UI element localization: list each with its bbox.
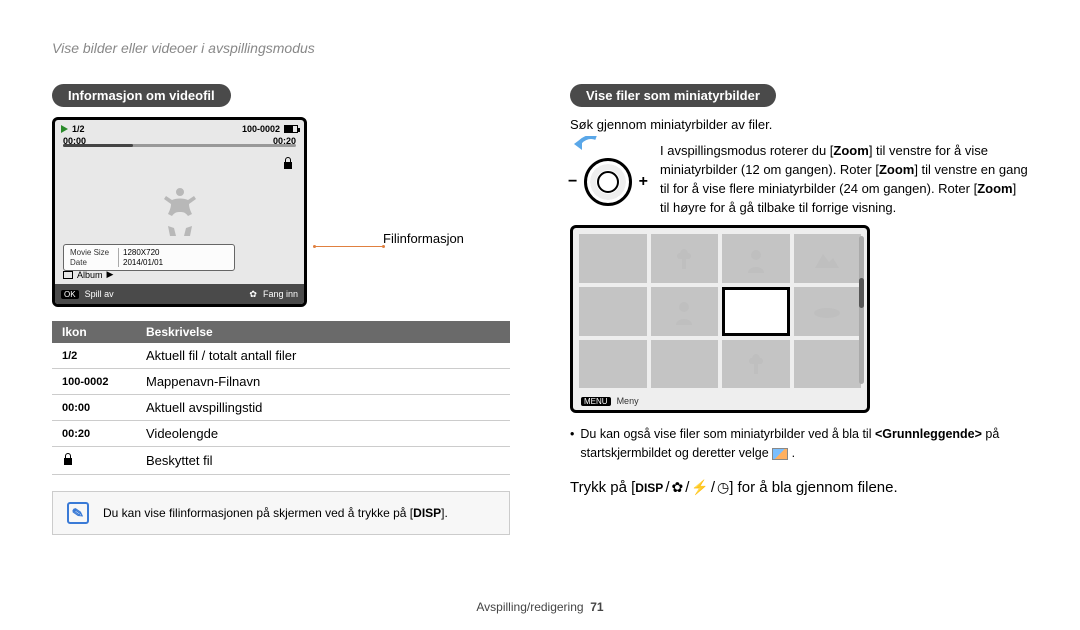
bullet-note: Du kan også vise filer som miniatyrbilde… (570, 425, 1028, 463)
table-header-desc: Beskrivelse (136, 321, 510, 343)
lock-icon (52, 447, 136, 475)
zoom-instructions: I avspillingsmodus roterer du [Zoom] til… (660, 142, 1028, 217)
thumbnail (579, 340, 647, 389)
thumbnail (651, 287, 719, 336)
thumbnail (722, 234, 790, 283)
file-counter: 1/2 (72, 124, 85, 134)
thumbnail (651, 340, 719, 389)
thumbnail (651, 234, 719, 283)
thumbnail (722, 340, 790, 389)
ok-chip: OK (61, 290, 79, 299)
zoom-plus-icon: + (639, 173, 648, 191)
menu-chip: MENU (581, 397, 611, 406)
timer-icon: ◷ (717, 479, 729, 496)
section-heading-left: Informasjon om videofil (52, 84, 231, 107)
battery-icon (284, 125, 298, 133)
desc-cell: Aktuell avspillingstid (136, 395, 510, 421)
thumbnail-grid-preview: MENU Meny (570, 225, 870, 413)
callout-line (315, 246, 383, 247)
preview-bottom-bar: OK Spill av ✿ Fang inn (55, 284, 304, 304)
dancer-silhouette (150, 180, 210, 243)
zoom-dial: − + (570, 142, 646, 206)
table-row: 1/2Aktuell fil / totalt antall filer (52, 343, 510, 369)
zoom-minus-icon: − (568, 173, 577, 191)
press-instruction: Trykk på [ DISP/ ✿/ ⚡/ ◷ ] for å bla gje… (570, 479, 1028, 497)
icon-cell: 100-0002 (52, 369, 136, 395)
icon-cell: 00:00 (52, 395, 136, 421)
desc-cell: Mappenavn-Filnavn (136, 369, 510, 395)
rotate-arrow-icon (574, 136, 604, 154)
video-preview: 1/2 100-0002 00:00 00:20 (52, 117, 307, 307)
thumbnail (579, 234, 647, 283)
thumbnail (794, 234, 862, 283)
file-info-box: Movie Size1280X720 Date2014/01/01 (63, 244, 235, 271)
album-row: Album ▶ (63, 269, 113, 280)
flash-icon: ⚡ (691, 479, 708, 496)
desc-cell: Aktuell fil / totalt antall filer (136, 343, 510, 369)
table-row: 100-0002Mappenavn-Filnavn (52, 369, 510, 395)
thumbnail (579, 287, 647, 336)
note-box: ✎ Du kan vise filinformasjonen på skjerm… (52, 491, 510, 535)
table-row: Beskyttet fil (52, 447, 510, 475)
icon-cell: 00:20 (52, 421, 136, 447)
icon-cell: 1/2 (52, 343, 136, 369)
table-row: 00:00Aktuell avspillingstid (52, 395, 510, 421)
callout-label: Filinformasjon (383, 231, 464, 246)
icon-table: Ikon Beskrivelse 1/2Aktuell fil / totalt… (52, 321, 510, 475)
note-icon: ✎ (67, 502, 89, 524)
page-footer: Avspilling/redigering 71 (0, 600, 1080, 614)
play-icon (61, 125, 68, 133)
folder-name: 100-0002 (242, 124, 280, 134)
disp-label: DISP (635, 481, 663, 495)
desc-cell: Videolengde (136, 421, 510, 447)
lock-icon (282, 156, 294, 173)
thumbnail (794, 340, 862, 389)
flower-icon: ✿ (671, 479, 683, 496)
progress-bar (63, 144, 296, 147)
gallery-icon (772, 448, 788, 460)
menu-label: Meny (617, 396, 639, 406)
table-header-icon: Ikon (52, 321, 136, 343)
thumbnail-desc: Søk gjennom miniatyrbilder av filer. (570, 117, 1028, 132)
section-heading-right: Vise filer som miniatyrbilder (570, 84, 776, 107)
disp-label: DISP (413, 506, 441, 520)
breadcrumb: Vise bilder eller videoer i avspillingsm… (52, 40, 1028, 56)
table-row: 00:20Videolengde (52, 421, 510, 447)
thumbnail (794, 287, 862, 336)
scrollbar (859, 236, 864, 384)
desc-cell: Beskyttet fil (136, 447, 510, 475)
thumbnail-selected (722, 287, 790, 336)
